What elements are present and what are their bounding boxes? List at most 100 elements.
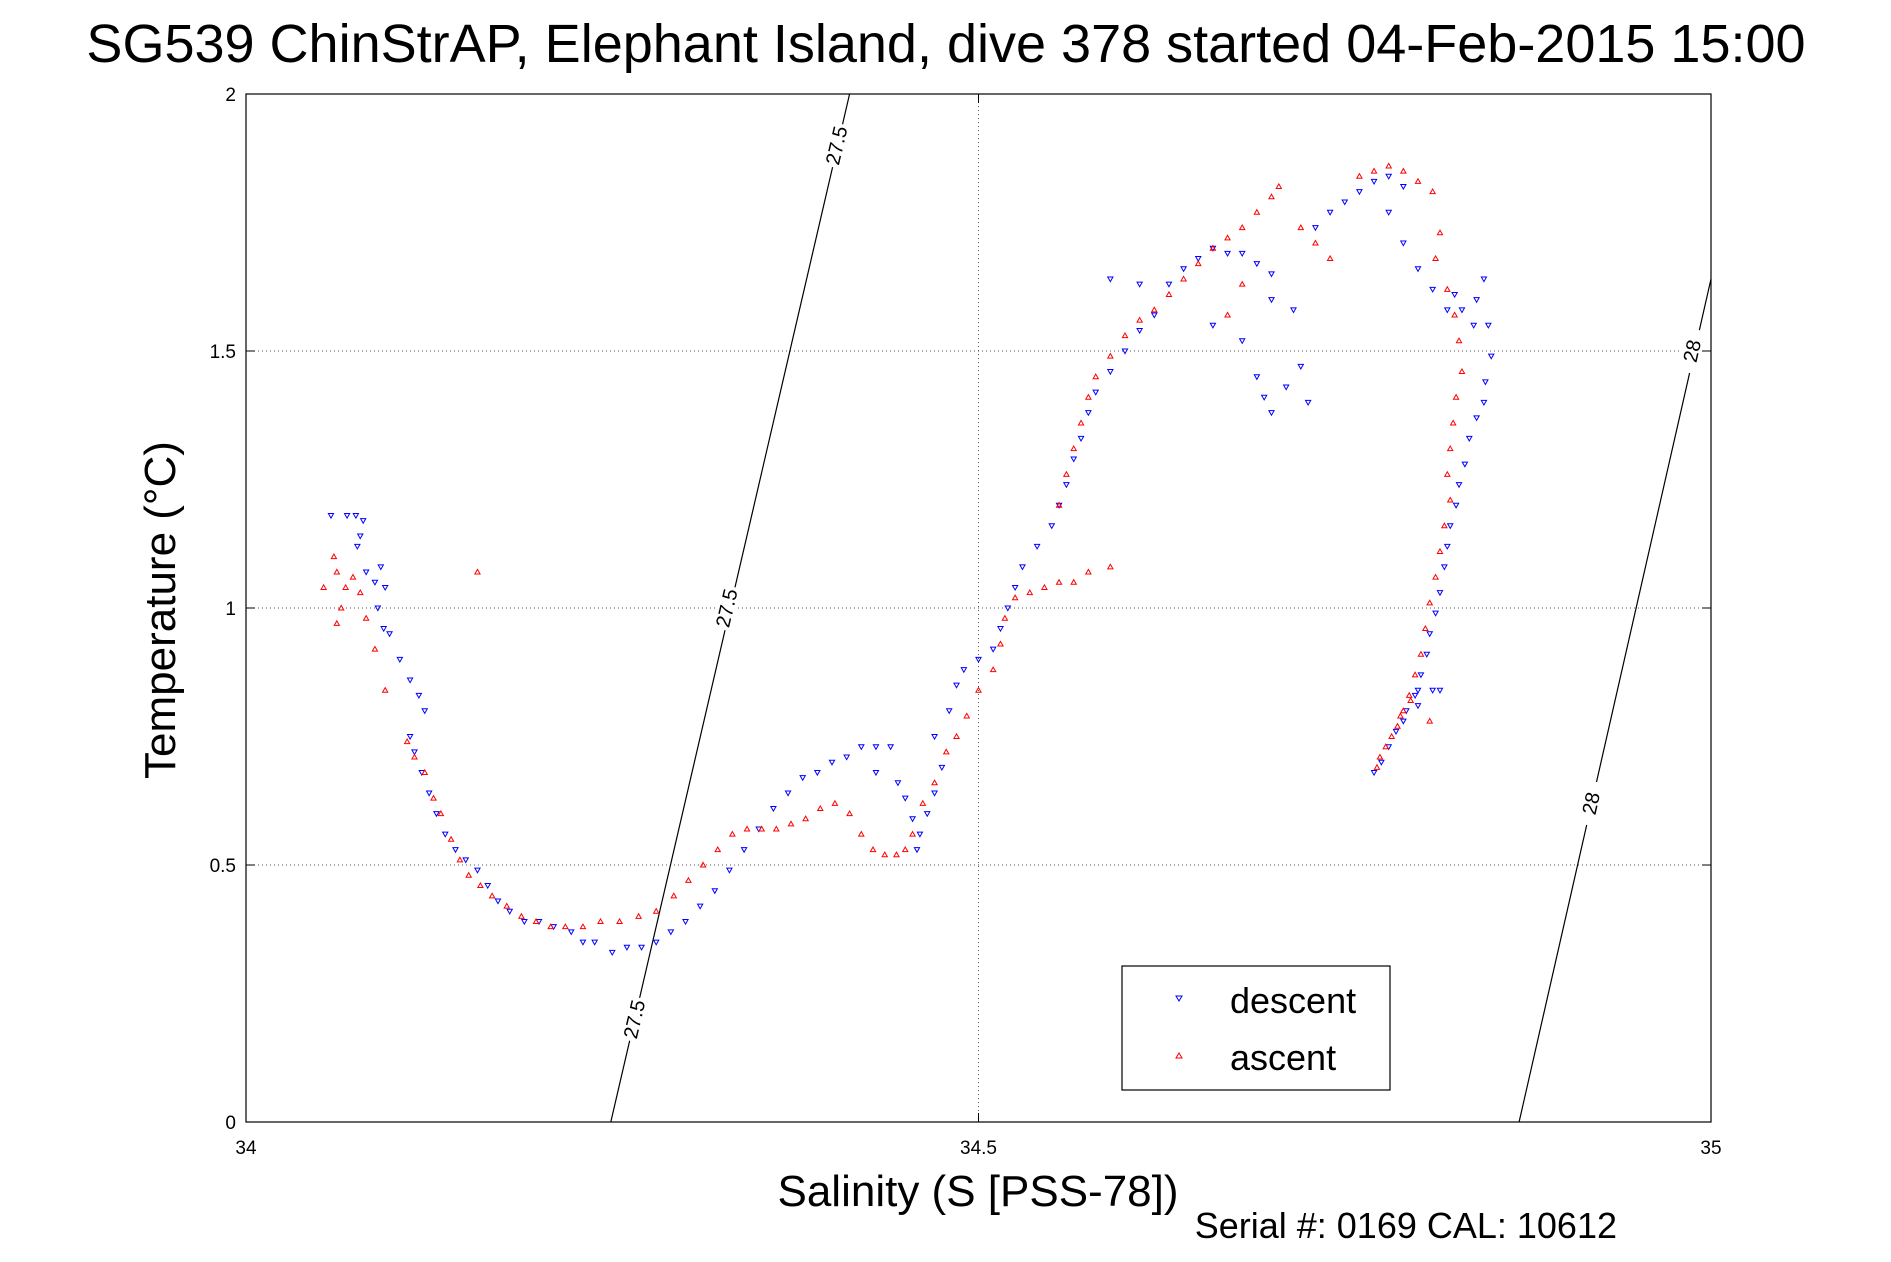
point-descent (1443, 543, 1451, 550)
point-ascent (1440, 522, 1448, 529)
point-ascent (1077, 419, 1085, 426)
contour-label-bg (1676, 327, 1708, 375)
point-descent (740, 847, 748, 854)
point-descent (1399, 184, 1407, 191)
point-ascent (356, 588, 364, 596)
point-ascent (503, 902, 511, 909)
point-descent (1253, 261, 1261, 268)
point-descent (960, 667, 968, 674)
point-ascent (1355, 172, 1363, 179)
point-descent (828, 759, 836, 766)
point-descent (356, 533, 364, 540)
point-descent (1429, 286, 1437, 293)
point-descent (1326, 209, 1334, 216)
point-descent (406, 734, 414, 741)
point-ascent (857, 830, 865, 837)
point-descent (327, 512, 335, 520)
point-descent (682, 919, 689, 926)
point-descent (567, 929, 575, 936)
point-descent (1436, 687, 1444, 694)
point-ascent (1370, 167, 1378, 174)
point-descent (441, 831, 449, 838)
point-ascent (1275, 182, 1283, 190)
point-descent (1451, 291, 1459, 299)
legend-marker-ascent (1175, 1052, 1183, 1059)
point-ascent (1432, 573, 1440, 580)
point-ascent (1446, 496, 1454, 503)
point-descent (1473, 297, 1481, 304)
point-ascent (743, 825, 751, 832)
point-ascent (1180, 275, 1188, 282)
point-descent (623, 944, 631, 951)
contour-label-bg (618, 995, 650, 1044)
point-ascent (1194, 260, 1202, 267)
point-descent (1224, 250, 1232, 257)
point-descent (1370, 769, 1378, 777)
point-ascent (1055, 501, 1063, 508)
point-descent (406, 677, 414, 684)
point-ascent (1411, 671, 1419, 678)
point-ascent (1399, 707, 1407, 714)
point-descent (1121, 348, 1129, 355)
point-ascent (1238, 280, 1246, 287)
y-tick-label: 1 (225, 599, 236, 620)
y-tick-label: 0.5 (210, 856, 236, 877)
point-ascent (1297, 224, 1305, 231)
point-ascent (371, 645, 379, 652)
legend-box (1121, 965, 1391, 1091)
point-descent (1465, 435, 1473, 442)
point-descent (1480, 276, 1488, 283)
point-ascent (532, 917, 540, 925)
point-ascent (1238, 224, 1246, 231)
point-descent (1180, 266, 1188, 273)
point-ascent (869, 845, 877, 853)
point-descent (989, 646, 997, 653)
point-ascent (1326, 254, 1334, 261)
point-ascent (831, 799, 839, 806)
x-tick-label: 34 (235, 1138, 257, 1159)
chart-title: SG539 ChinStrAP, Elephant Island, dive 3… (86, 14, 1805, 74)
point-ascent (465, 871, 473, 878)
point-ascent (1426, 717, 1434, 724)
point-descent (371, 579, 379, 586)
point-descent (1423, 651, 1431, 658)
point-descent (1106, 369, 1114, 376)
point-descent (887, 744, 895, 751)
point-ascent (1414, 177, 1422, 184)
point-ascent (881, 851, 889, 858)
point-descent (421, 708, 429, 715)
point-descent (652, 939, 660, 946)
point-ascent (758, 825, 766, 832)
point-descent (1062, 482, 1070, 489)
point-ascent (1165, 290, 1173, 297)
legend-label-descent: descent (1230, 980, 1356, 1021)
point-ascent (1417, 650, 1425, 657)
point-ascent (337, 604, 345, 611)
point-ascent (1084, 393, 1092, 400)
point-ascent (1436, 547, 1444, 554)
point-descent (1136, 327, 1144, 335)
point-ascent (787, 820, 795, 827)
point-descent (353, 543, 361, 550)
point-descent (1238, 250, 1246, 257)
point-ascent (728, 830, 736, 837)
legend: descent ascent (1121, 965, 1391, 1091)
point-ascent (670, 892, 678, 899)
point-descent (432, 811, 440, 818)
axis-ticks: 34 34.5 35 0 0.5 1 1.5 2 (210, 85, 1722, 1159)
point-ascent (349, 573, 357, 580)
point-descent (359, 518, 367, 525)
point-ascent (1458, 367, 1466, 375)
point-descent (931, 734, 939, 741)
point-ascent (1224, 234, 1232, 241)
point-ascent (430, 794, 437, 801)
point-descent (1084, 410, 1092, 417)
point-ascent (1209, 244, 1217, 251)
point-descent (374, 605, 382, 612)
point-descent (1253, 374, 1261, 381)
point-descent (352, 512, 360, 520)
point-ascent (1001, 614, 1009, 621)
point-ascent (846, 809, 854, 817)
point-descent (894, 780, 902, 787)
point-ascent (1429, 188, 1437, 195)
